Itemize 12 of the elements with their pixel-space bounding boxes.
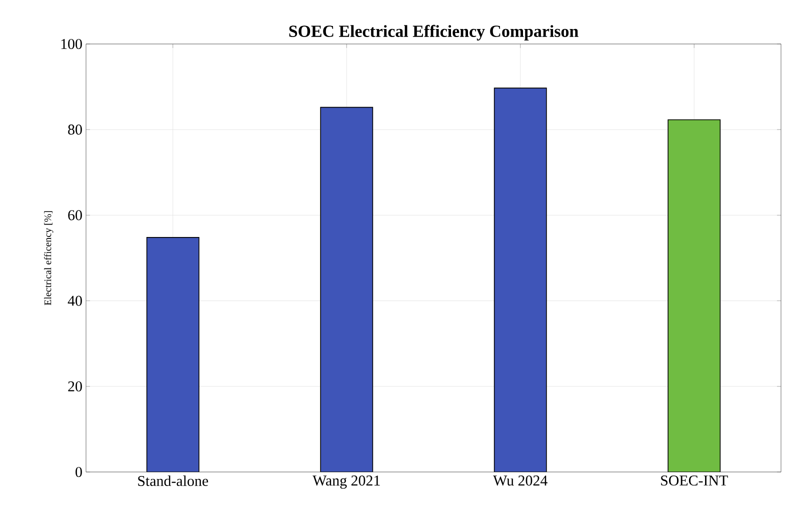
x-tick-label: Stand-alone [138,476,208,486]
y-tick-label: 80 [68,124,82,135]
y-axis-title: Electrical efficency [%] [44,211,54,306]
y-tick-label: 100 [61,38,82,50]
y-tick-label: 40 [68,296,82,306]
x-tick-label: SOEC-INT [661,476,728,486]
y-tick-label: 20 [68,381,82,392]
y-tick-label: 0 [76,466,82,478]
chart-title: SOEC Electrical Efficiency Comparison [289,24,578,40]
x-tick-label: Wu 2024 [493,476,548,486]
y-tick-label: 60 [68,210,82,220]
x-tick-label: Wang 2021 [312,476,380,489]
